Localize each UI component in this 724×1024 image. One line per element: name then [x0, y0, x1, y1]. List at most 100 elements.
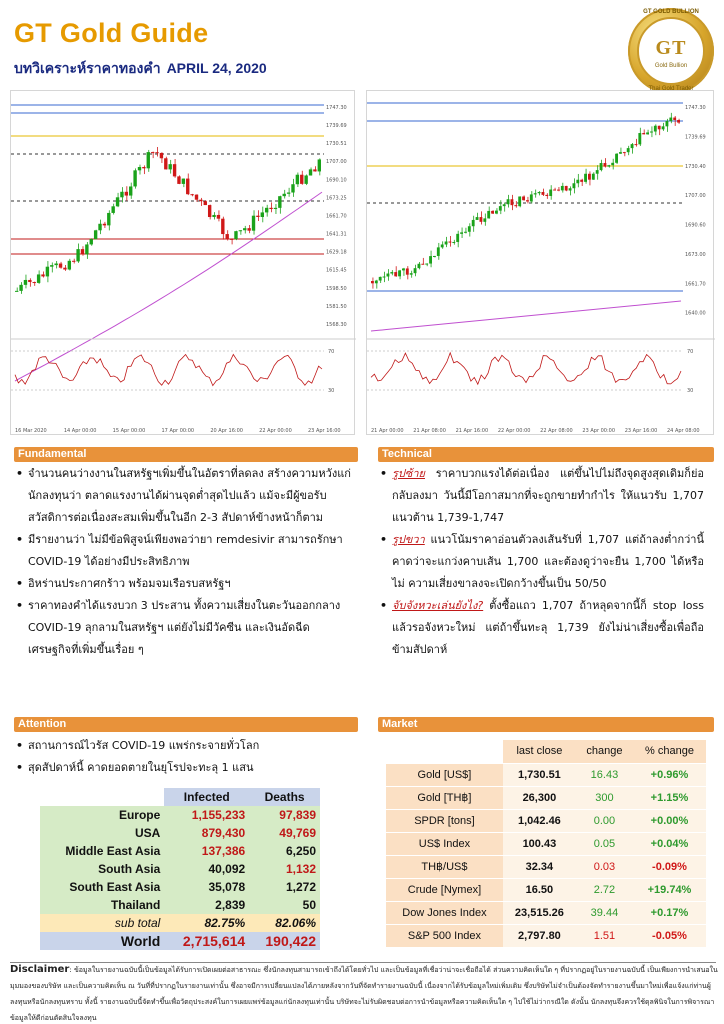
candle-body: [80, 249, 85, 255]
covid-deaths: 49,769: [279, 826, 316, 840]
candle-body: [295, 174, 300, 185]
candle-body: [19, 284, 23, 291]
candle-body: [120, 191, 124, 198]
rsi-axis-label: 30: [687, 388, 693, 394]
candle-body: [398, 270, 401, 277]
market-change: 0.00: [575, 809, 633, 833]
market-name: Gold [US$]: [386, 763, 503, 787]
candle-body: [251, 215, 256, 231]
market-name: S&P 500 Index: [386, 924, 503, 948]
time-axis-label: 23 Apr 16:00: [308, 428, 341, 434]
candle-body: [460, 232, 463, 234]
candle-body: [247, 228, 251, 231]
candle-body: [150, 152, 155, 154]
candle-body: [234, 231, 238, 240]
market-row: Gold [TH฿] 26,300 300 +1.15%: [386, 786, 706, 810]
candle-body: [172, 164, 177, 177]
candle-body: [642, 133, 646, 135]
covid-row: Middle East Asia 137,386 6,250: [40, 842, 320, 860]
covid-header-infected: Infected: [183, 790, 230, 804]
time-axis-label: 22 Apr 08:00: [540, 428, 573, 434]
candle-body: [483, 218, 487, 222]
candle-body: [444, 241, 448, 245]
candle-body: [386, 273, 390, 277]
market-name: US$ Index: [386, 832, 503, 856]
candle-body: [607, 165, 611, 167]
candle-body: [433, 255, 436, 257]
rsi-line: [370, 351, 682, 386]
candle-body: [568, 188, 572, 191]
market-row: SPDR [tons] 1,042.46 0.00 +0.00%: [386, 809, 706, 833]
technical-item: รูปขวา แนวโน้มราคาอ่อนตัวลงเส้นรับที่ 1,…: [378, 529, 704, 595]
candle-body: [510, 199, 514, 206]
candle-body: [595, 170, 599, 174]
covid-row: South East Asia 35,078 1,272: [40, 878, 320, 896]
market-change: 0.05: [575, 832, 633, 856]
market-change: 39.44: [575, 901, 633, 925]
candle-body: [85, 244, 89, 255]
candle-body: [495, 210, 498, 214]
candle-body: [537, 191, 541, 194]
price-axis-label: 1707.00: [685, 193, 706, 199]
candle-body: [661, 126, 665, 130]
disclaimer: Disclaimer: ข้อมูลในรายงานฉบับนี้เป็นข้อ…: [10, 962, 718, 1024]
candle-body: [111, 206, 115, 213]
market-close: 1,730.51: [502, 763, 576, 787]
candle-body: [54, 263, 58, 266]
candle-body: [421, 263, 425, 265]
candle-body: [471, 219, 475, 227]
candle-body: [475, 217, 479, 220]
candle-body: [291, 184, 295, 193]
candle-body: [45, 266, 50, 277]
market-name: TH฿/US$: [386, 855, 503, 879]
candle-body: [273, 207, 278, 210]
covid-deaths: 97,839: [279, 808, 316, 822]
candle-body: [669, 117, 673, 122]
candle-body: [190, 194, 194, 196]
time-axis-label: 14 Apr 00:00: [64, 428, 97, 434]
report-subtitle: บทวิเคราะห์ราคาทองคำ April 24, 2020: [14, 58, 267, 80]
price-axis-label: 1568.30: [326, 322, 347, 328]
candle-body: [549, 189, 553, 196]
price-axis-label: 1673.00: [685, 252, 706, 258]
market-header-close: last close: [502, 740, 576, 764]
price-axis-label: 1615.45: [326, 268, 347, 274]
right-price-chart: 1747.30 1739.69 1730.40 1707.00 1690.60 1673.…: [366, 90, 715, 435]
covid-region: USA: [134, 826, 161, 840]
market-pct: +0.96%: [632, 763, 706, 787]
candle-body: [137, 167, 142, 171]
candle-body: [155, 152, 159, 154]
candle-body: [63, 267, 67, 270]
attention-header: Attention: [14, 717, 358, 732]
fundamental-header: Fundamental: [14, 447, 358, 462]
candle-body: [673, 117, 677, 121]
market-pct: +0.04%: [632, 832, 706, 856]
time-axis-label: 23 Apr 00:00: [582, 428, 615, 434]
logo-ring-text: GT GOLD BULLION: [643, 9, 699, 15]
covid-region: South East Asia: [69, 880, 161, 894]
candle-body: [93, 230, 98, 240]
candle-body: [591, 173, 595, 180]
covid-deaths: 1,132: [285, 862, 316, 876]
candle-body: [599, 163, 603, 171]
candle-body: [413, 268, 417, 274]
candle-body: [225, 234, 229, 239]
covid-deaths: 1,272: [285, 880, 316, 894]
market-table: last close change % change Gold [US$] 1,7…: [386, 740, 706, 948]
market-pct: +1.15%: [632, 786, 706, 810]
candle-body: [124, 191, 129, 196]
left-chart-svg: 1747.30 1739.69 1730.51 1707.00 1690.10 1673.…: [11, 104, 356, 434]
market-close: 16.50: [502, 878, 576, 902]
candle-body: [498, 206, 502, 211]
candle-body: [657, 125, 661, 130]
price-axis-label: 1730.40: [685, 164, 706, 170]
time-axis-label: 23 Apr 16:00: [625, 428, 658, 434]
candle-body: [107, 212, 111, 226]
technical-text: ตั้งซื้อแถว 1,707 ถ้าหลุดจากนี้ก็ stop l…: [392, 599, 704, 656]
covid-table: Infected Deaths Europe 1,155,233 97,839 USA…: [40, 788, 320, 950]
candle-body: [76, 249, 80, 262]
world-infected: 2,715,614: [182, 933, 246, 949]
time-axis-label: 21 Apr 16:00: [456, 428, 489, 434]
candle-body: [72, 260, 76, 262]
covid-deaths: 50: [302, 898, 316, 912]
